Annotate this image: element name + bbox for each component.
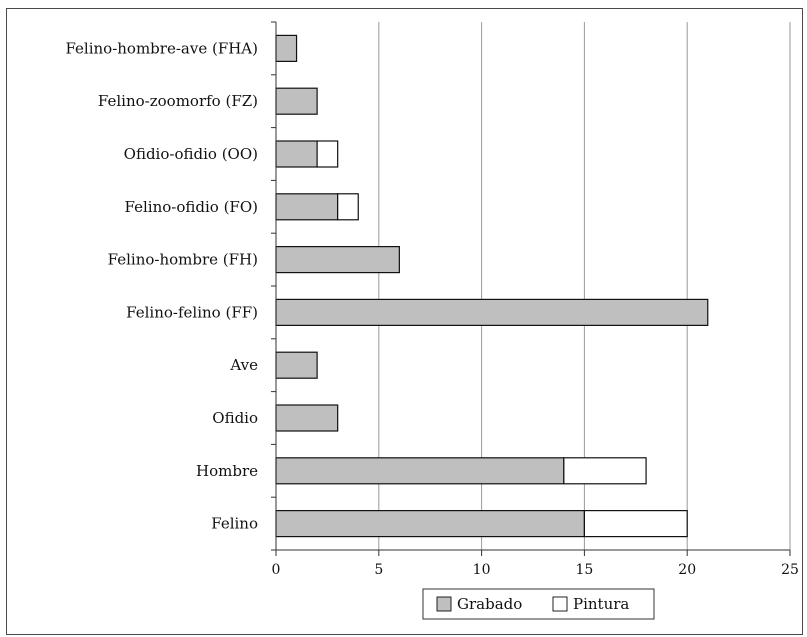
bar-pintura-hombre xyxy=(563,457,647,485)
category-label-felino-felino-ff: Felino-felino (FF) xyxy=(126,303,258,321)
legend-label-pintura: Pintura xyxy=(573,595,629,613)
x-tick-label: 20 xyxy=(678,562,696,578)
labels: 0 5 10 15 20 25 Felino-hombre-ave (FHA) Felino-… xyxy=(65,39,798,578)
legend-label-grabado: Grabado xyxy=(457,595,522,613)
bar-grabado-ave xyxy=(275,351,318,379)
category-label-ave: Ave xyxy=(229,356,258,374)
x-tick-label: 0 xyxy=(272,562,281,578)
bar-pintura-ofidio-ofidio-oo xyxy=(316,140,339,168)
x-tick-label: 5 xyxy=(374,562,383,578)
bar-grabado-ofidio xyxy=(275,404,339,432)
bar-grabado-felino-hombre-fh xyxy=(275,246,400,274)
category-label-felino-ofidio-fo: Felino-ofidio (FO) xyxy=(125,198,258,216)
bar-pintura-felino-ofidio-fo xyxy=(337,193,359,221)
category-label-hombre: Hombre xyxy=(196,462,258,480)
legend-swatch-grabado xyxy=(436,596,452,612)
category-label-ofidio-ofidio-oo: Ofidio-ofidio (OO) xyxy=(124,145,258,163)
category-label-felino-hombre-ave-fha: Felino-hombre-ave (FHA) xyxy=(65,39,258,57)
x-tick-label: 10 xyxy=(473,562,491,578)
bars xyxy=(275,34,709,538)
legend-box xyxy=(422,588,655,620)
category-label-ofidio: Ofidio xyxy=(212,409,258,427)
legend-swatch-pintura xyxy=(552,596,568,612)
bar-pintura-felino xyxy=(583,510,688,538)
legend: Grabado Pintura xyxy=(422,588,655,620)
category-label-felino: Felino xyxy=(211,515,258,533)
bar-grabado-hombre xyxy=(275,457,565,485)
bar-grabado-ofidio-ofidio-oo xyxy=(275,140,318,168)
category-label-felino-hombre-fh: Felino-hombre (FH) xyxy=(108,251,258,269)
axes xyxy=(271,21,791,556)
bar-grabado-felino-ofidio-fo xyxy=(275,193,339,221)
category-label-felino-zoomorfo-fz: Felino-zoomorfo (FZ) xyxy=(98,92,258,110)
x-tick-label: 25 xyxy=(781,562,799,578)
bar-grabado-felino-hombre-ave-fha xyxy=(275,34,298,63)
x-tick-label: 15 xyxy=(575,562,593,578)
bar-grabado-felino-felino-ff xyxy=(275,298,709,326)
bar-grabado-felino xyxy=(275,510,585,538)
bar-grabado-felino-zoomorfo-fz xyxy=(275,87,318,115)
